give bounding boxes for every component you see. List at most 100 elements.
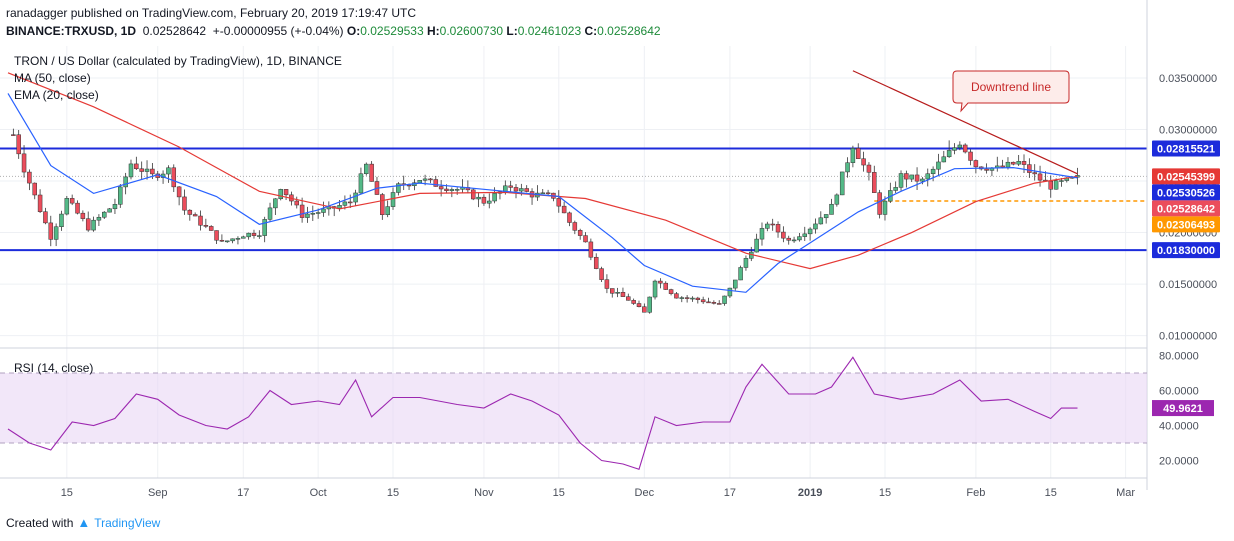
candle (706, 297, 711, 304)
candle (599, 266, 604, 283)
candle-body (904, 173, 909, 180)
candle (823, 214, 829, 224)
last-price: 0.02528642 (142, 24, 207, 38)
candle-body (524, 188, 529, 192)
candle (968, 149, 973, 166)
tradingview-brand[interactable]: TradingView (94, 515, 161, 530)
candle (738, 265, 743, 281)
candle-body (224, 240, 230, 243)
candle-body (385, 206, 390, 216)
candle (636, 300, 642, 308)
candle-body (968, 151, 973, 161)
candle-body (1016, 161, 1021, 165)
candle-body (898, 173, 904, 188)
candle (85, 211, 91, 232)
candle (53, 223, 59, 247)
candle (1027, 158, 1032, 178)
candle (754, 233, 759, 253)
candle-body (765, 223, 770, 229)
candle-body (588, 241, 594, 258)
candle (1032, 164, 1037, 181)
candle (134, 156, 139, 170)
candle (16, 130, 21, 159)
candle-body (470, 189, 476, 200)
candle-body (251, 232, 257, 236)
price-badge: 0.02545399 (1152, 168, 1220, 185)
high-label: H: (427, 24, 440, 38)
candle (930, 166, 936, 182)
candle (273, 198, 278, 215)
publish-info: published on TradingView.com, February 2… (67, 6, 417, 20)
rsi-badge-label: 49.9621 (1163, 403, 1203, 415)
candle (257, 230, 262, 239)
candle-body (508, 185, 513, 188)
candle (925, 168, 931, 187)
candle-body (59, 213, 64, 228)
candle-body (310, 213, 316, 215)
candle (235, 236, 241, 245)
author-name[interactable]: ranadagger (6, 6, 68, 20)
candle-body (952, 147, 957, 151)
candle-body (925, 173, 931, 180)
candle (80, 210, 86, 222)
downtrend-callout[interactable]: Downtrend line (952, 70, 1070, 113)
downtrend-line[interactable] (852, 70, 1078, 175)
candle-body (711, 302, 717, 304)
time-tick-label: Oct (310, 487, 327, 499)
ma-legend: MA (50, close) (14, 71, 91, 85)
candle-body (861, 158, 866, 166)
candle-body (396, 183, 401, 193)
price-badge-label: 0.02815521 (1157, 144, 1215, 156)
candle (920, 177, 925, 185)
candle (535, 185, 540, 201)
candle (829, 198, 834, 215)
candle-body (96, 216, 102, 221)
candle-body (567, 212, 572, 223)
candle-body (519, 188, 524, 192)
tradingview-logo-icon[interactable]: ▲ (77, 515, 91, 530)
candle-body (545, 192, 551, 195)
candle-body (214, 230, 219, 241)
rsi-current-badge: 49.9621 (1152, 400, 1214, 417)
candle (583, 232, 588, 243)
candle-body (936, 161, 941, 170)
candle (347, 194, 353, 209)
candle (96, 214, 102, 226)
candle (326, 201, 332, 216)
price-badge-label: 0.01830000 (1157, 245, 1215, 257)
price-badge: 0.02530526 (1152, 184, 1220, 201)
candle (241, 235, 246, 239)
publish-line: ranadagger published on TradingView.com,… (6, 4, 661, 22)
candle-body (818, 217, 824, 225)
candle (727, 287, 733, 298)
candle-body (380, 194, 385, 216)
rsi-axis[interactable]: 80.0000 60.0000 40.0000 20.0000 49.9621 (1152, 351, 1214, 468)
candle (64, 195, 70, 216)
candle (128, 159, 134, 180)
candle (176, 186, 182, 206)
candle (385, 200, 390, 218)
candle-body (759, 228, 765, 240)
candle (995, 156, 1000, 172)
candle-body (1032, 172, 1037, 175)
candle (487, 193, 492, 209)
candle (139, 161, 144, 180)
candle-body (21, 153, 27, 173)
candle (171, 164, 177, 193)
candle-body (449, 189, 455, 192)
candle (380, 192, 385, 220)
low-value: 0.02461023 (517, 24, 582, 38)
candle-body (476, 196, 481, 200)
time-axis[interactable]: 15 Sep 17 Oct 15 Nov 15 Dec 17 2019 15 Feb 15 Mar (0, 477, 1147, 499)
candle-body (770, 223, 775, 226)
candle-body (813, 223, 818, 230)
candle-body (893, 187, 898, 191)
candle (904, 170, 909, 188)
candle-body (182, 196, 187, 211)
candle (610, 288, 615, 298)
candle-body (32, 182, 37, 196)
candle-body (781, 231, 786, 239)
candle-body (1000, 165, 1005, 168)
candle (567, 211, 572, 227)
